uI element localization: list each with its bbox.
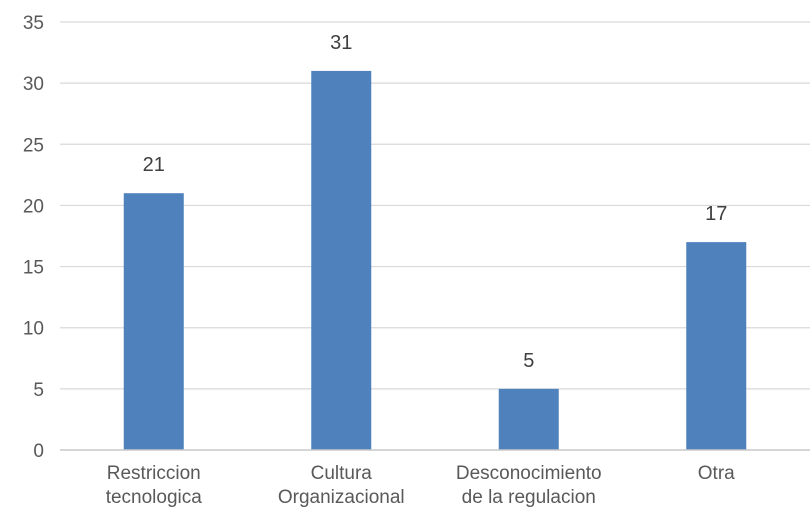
y-tick-label: 5: [33, 380, 44, 401]
category-label: Cultura: [311, 463, 373, 484]
data-label-4: 17: [705, 203, 727, 225]
category-label: Restriccion: [107, 463, 201, 484]
category-label: Desconocimiento: [456, 463, 602, 484]
bars: [123, 70, 747, 451]
x-axis-categories: Restriccion tecnologica Cultura Organizacio…: [106, 463, 735, 508]
y-tick-label: 10: [23, 319, 44, 340]
gridlines: [60, 21, 810, 390]
y-tick-label: 15: [23, 258, 44, 279]
bar-3: [498, 388, 559, 450]
data-label-2: 31: [330, 32, 352, 54]
data-label-3: 5: [523, 350, 534, 372]
category-label: de la regulacion: [462, 487, 596, 508]
category-label: tecnologica: [106, 487, 203, 508]
bar-4: [686, 242, 747, 450]
bar-1: [123, 193, 184, 450]
y-tick-label: 0: [33, 441, 44, 462]
category-label: Organizacional: [278, 487, 405, 508]
y-tick-label: 25: [23, 135, 44, 156]
y-axis-ticks: 0 5 10 15 20 25 30 35: [23, 13, 44, 462]
y-tick-label: 35: [23, 13, 44, 34]
y-tick-label: 20: [23, 196, 44, 217]
data-labels: 21 31 5 17: [143, 32, 728, 372]
y-tick-label: 30: [23, 74, 44, 95]
category-label: Otra: [698, 463, 735, 484]
bar-2: [311, 70, 372, 451]
data-label-1: 21: [143, 154, 165, 176]
